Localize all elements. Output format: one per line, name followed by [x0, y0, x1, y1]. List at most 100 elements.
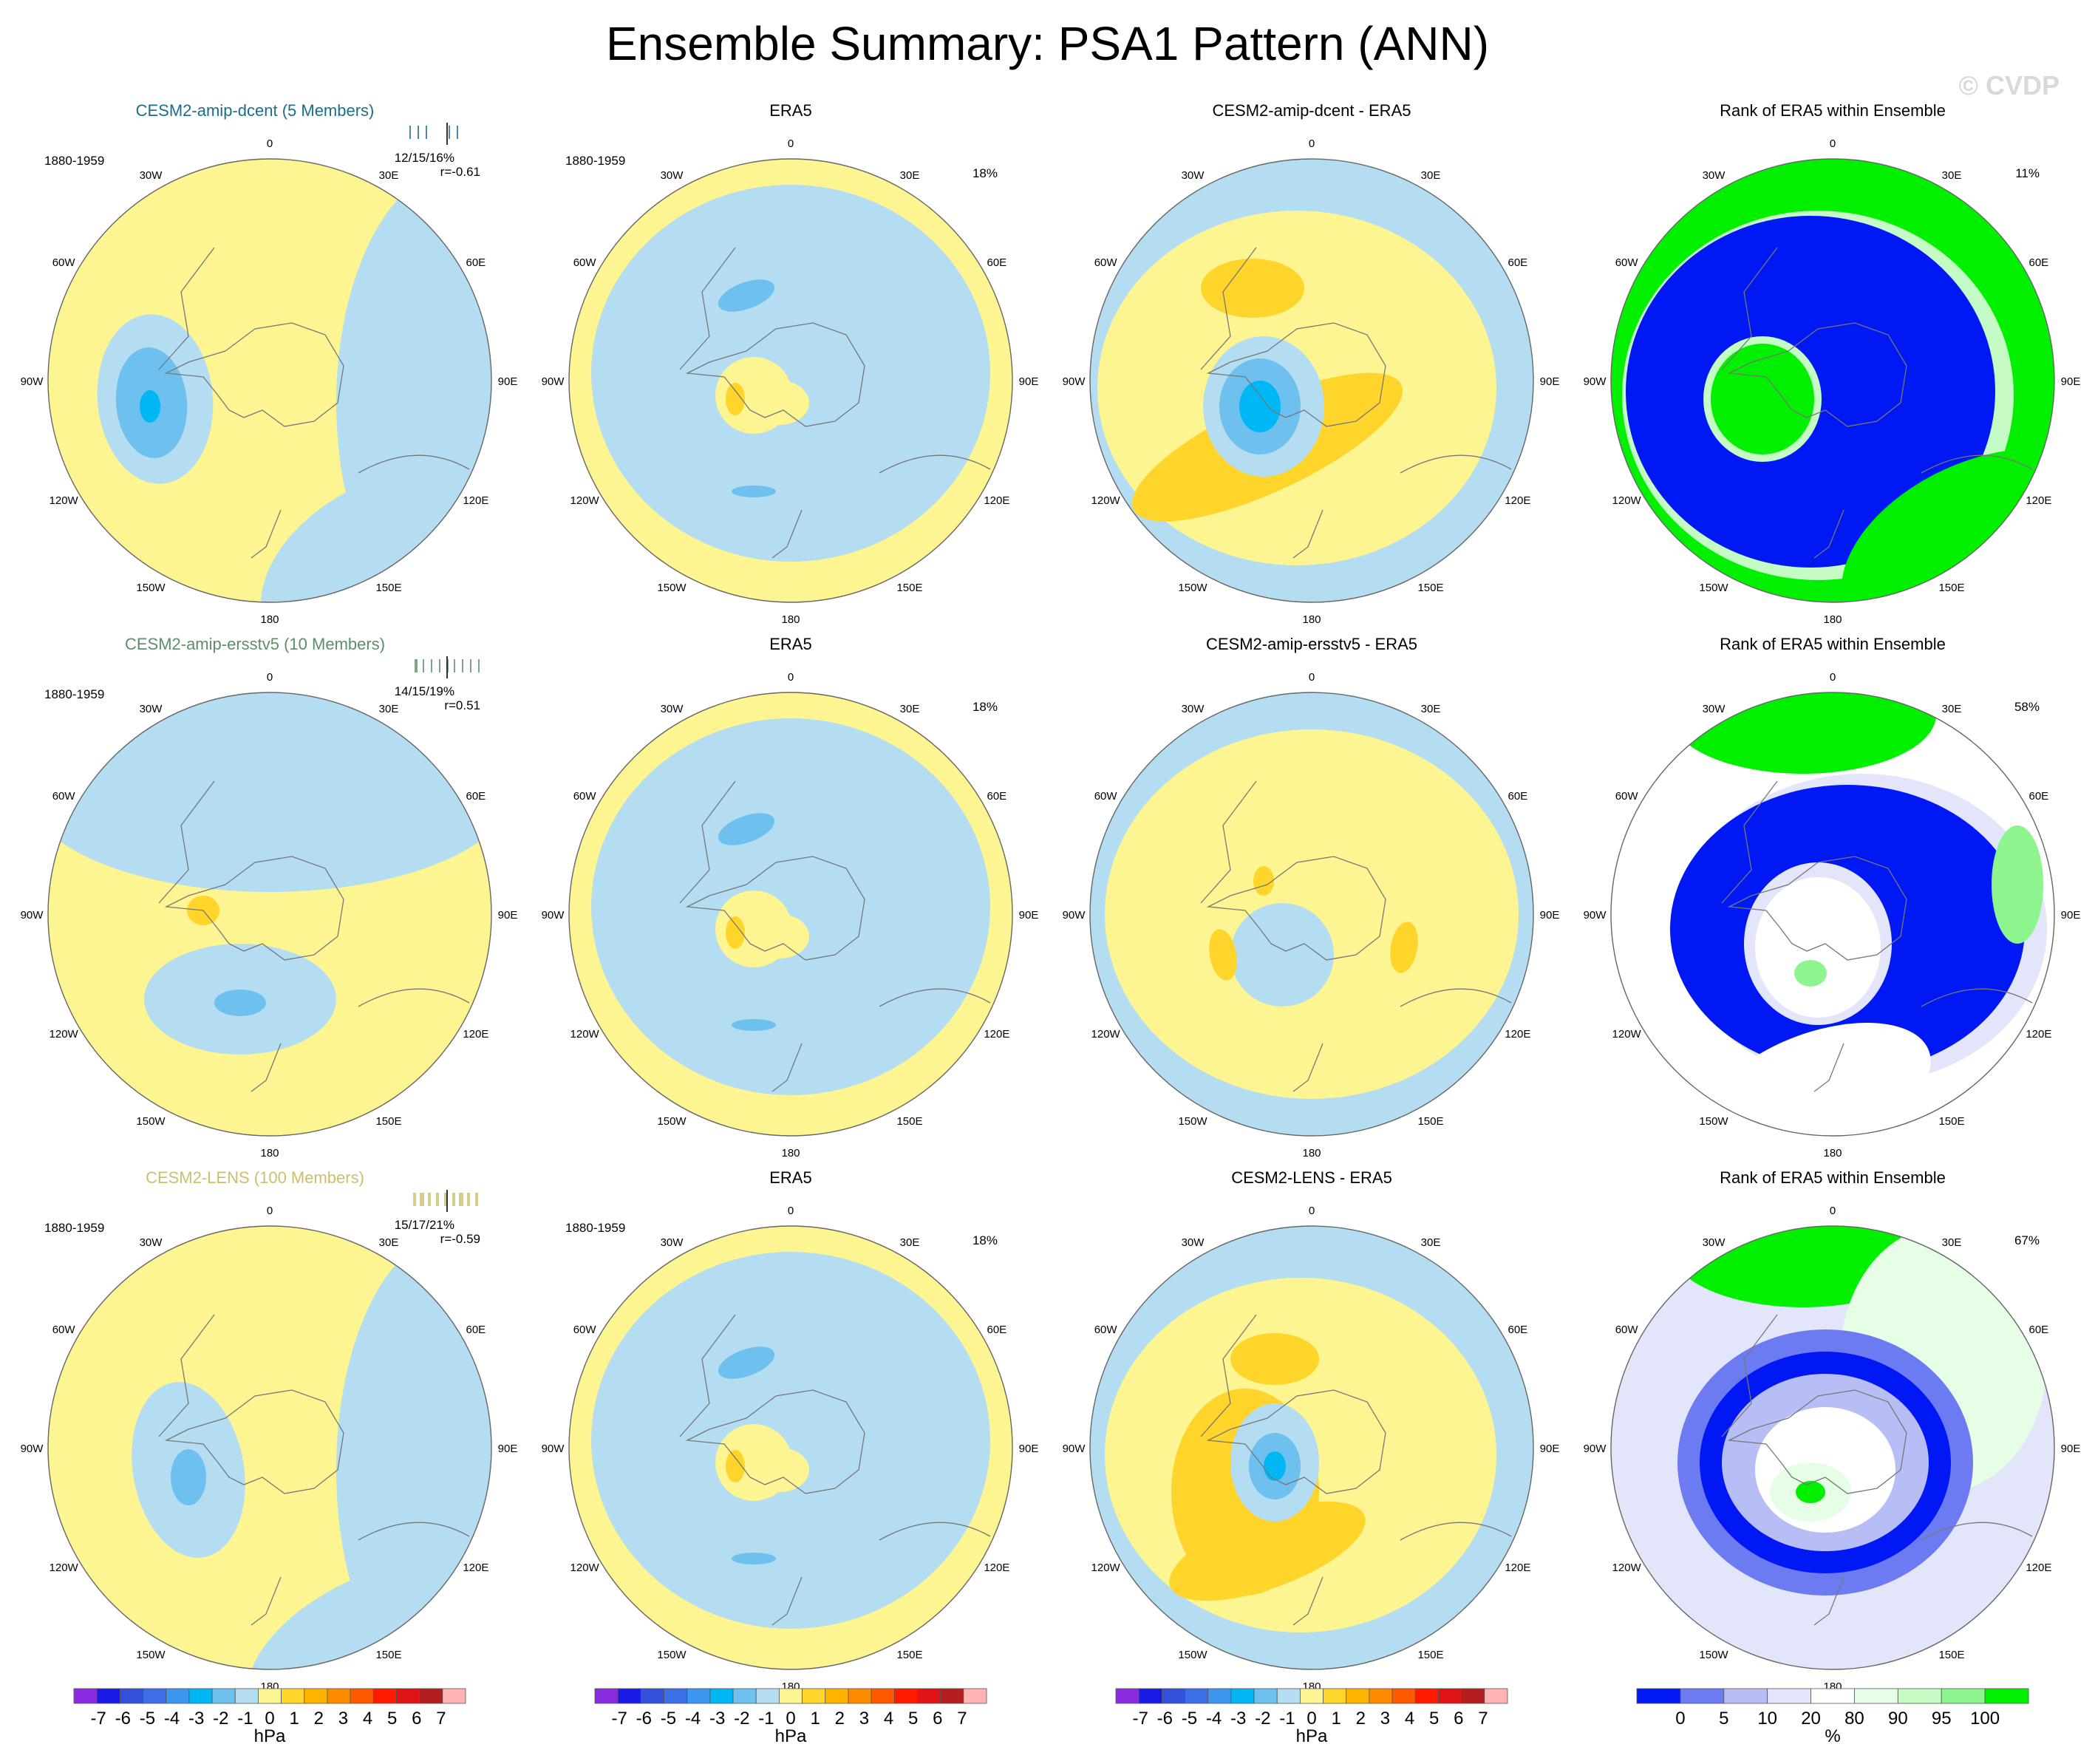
negative-region	[732, 1019, 776, 1031]
model-panel: CESM2-amip-dcent (5 Members) 1880-1959 12/…	[21, 101, 518, 626]
colorbar-tick-label: 2	[835, 1709, 845, 1729]
colorbar-tick-label: -3	[188, 1709, 204, 1729]
colorbar-box	[617, 1688, 641, 1704]
longitude-label: 30E	[379, 169, 399, 182]
colorbar-tick-label: -5	[140, 1709, 155, 1729]
longitude-label: 30E	[1421, 703, 1441, 715]
negative-region	[1239, 381, 1281, 432]
longitude-label: 120E	[984, 494, 1009, 507]
colorbar-tick-label: -4	[1206, 1709, 1222, 1729]
map-border	[568, 158, 1013, 603]
longitude-label: 30W	[140, 169, 163, 182]
negative-region	[214, 990, 266, 1016]
longitude-label: 120W	[570, 1028, 600, 1041]
longitude-label: 150E	[896, 582, 922, 594]
map-field	[48, 1226, 491, 1669]
positive-region	[750, 914, 809, 958]
longitude-label: 120E	[1505, 494, 1530, 507]
australia-coastline	[1400, 988, 1512, 1007]
colorbar-tick-label: 100	[1970, 1709, 2000, 1729]
south-america-coastline	[158, 1314, 215, 1437]
colorbar-tick-label: -7	[90, 1709, 106, 1729]
longitude-label: 150W	[657, 582, 687, 594]
negative-region	[591, 1252, 990, 1629]
map-border	[47, 1225, 492, 1670]
rank-pct: 11%	[2015, 166, 2040, 180]
colorbar-rank: 0 5 10 20 80 90 95 100%	[1636, 1688, 2029, 1746]
longitude-label: 60E	[466, 256, 486, 269]
colorbar-tick-label: -1	[237, 1709, 253, 1729]
new-zealand-coastline	[771, 1576, 803, 1626]
map-field	[1090, 692, 1533, 1136]
colorbar-tick-label: 3	[859, 1709, 869, 1729]
rank-panel: Rank of ERA5 within Ensemble 58% 0 30E 60E 90…	[1584, 635, 2081, 1159]
longitude-label: 0	[1830, 1205, 1836, 1217]
antarctica-coastline	[164, 856, 344, 961]
longitude-label: 150W	[136, 1649, 166, 1661]
colorbar-tick-label: 7	[436, 1709, 446, 1729]
rank-region	[1796, 1481, 1825, 1503]
colorbar-box	[1897, 1688, 1942, 1704]
colorbar-tick-label: 0	[265, 1709, 274, 1729]
colorbar-box	[963, 1688, 987, 1704]
longitude-label: 180	[1823, 613, 1842, 626]
longitude-label: 60E	[987, 1324, 1007, 1336]
longitude-label: 120E	[2026, 494, 2051, 507]
longitude-label: 60E	[2029, 790, 2049, 803]
pattern-stats: 14/15/19%	[395, 684, 454, 698]
colorbar-box	[1810, 1688, 1855, 1704]
longitude-label: 0	[1830, 671, 1836, 684]
longitude-label: 30W	[1182, 703, 1205, 715]
colorbar-tick-label: 4	[884, 1709, 893, 1729]
longitude-label: 90E	[1540, 375, 1560, 388]
longitude-label: 90W	[1063, 375, 1086, 388]
longitude-label: 150E	[1417, 1115, 1443, 1128]
obs-panel: ERA5 18% 0 30E 60E 90E 120E 150E 180 150W 120W 90W 6…	[542, 635, 1039, 1159]
antarctica-coastline	[164, 1389, 344, 1494]
colorbar-box	[871, 1688, 895, 1704]
longitude-label: 180	[1302, 1147, 1321, 1159]
antarctica-coastline	[685, 322, 865, 427]
panel-title: CESM2-amip-ersstv5 - ERA5	[1206, 635, 1417, 653]
rank-region	[1670, 692, 1936, 774]
longitude-label: 60W	[1615, 1324, 1639, 1336]
colorbar-unit: hPa	[1296, 1726, 1328, 1746]
colorbar-tick-label: -4	[685, 1709, 701, 1729]
colorbar-box	[1276, 1688, 1301, 1704]
positive-region	[726, 383, 745, 415]
colorbar-tick-label: 0	[1307, 1709, 1316, 1729]
colorbar-box	[825, 1688, 849, 1704]
longitude-label: 150E	[1938, 1649, 1964, 1661]
colorbar-tick-label: 0	[1675, 1709, 1685, 1729]
diff-panel: CESM2-amip-dcent - ERA5 0 30E 60E 90E 120E 150…	[1063, 101, 1560, 626]
rank-panel: Rank of ERA5 within Ensemble 11% 0 30E 60E 90…	[1584, 101, 2081, 626]
map-field	[1090, 159, 1533, 602]
longitude-label: 90E	[498, 1443, 518, 1455]
variance-pct: 18%	[972, 166, 998, 180]
longitude-label: 30W	[140, 703, 163, 715]
rank-region	[1755, 877, 1881, 1018]
longitude-label: 30W	[140, 1236, 163, 1249]
positive-region	[1390, 922, 1418, 973]
longitude-label: 120E	[2026, 1562, 2051, 1574]
colorbar-tick-label: -3	[709, 1709, 725, 1729]
colorbar-tick-label: 6	[1454, 1709, 1463, 1729]
colorbar-box	[893, 1688, 918, 1704]
longitude-label: 30E	[1942, 703, 1962, 715]
colorbar-box	[687, 1688, 711, 1704]
colorbar-box	[594, 1688, 619, 1704]
colorbar-tick-label: 95	[1932, 1709, 1952, 1729]
longitude-label: 30W	[661, 1236, 684, 1249]
colorbar-tick-label: -2	[1255, 1709, 1270, 1729]
longitude-label: 90W	[21, 1443, 44, 1455]
colorbar-tick-label: 1	[1331, 1709, 1341, 1729]
negative-region	[48, 692, 491, 892]
antarctica-coastline	[1727, 322, 1907, 427]
negative-region	[171, 1449, 206, 1505]
longitude-label: 120W	[1612, 1028, 1642, 1041]
colorbar-box	[779, 1688, 803, 1704]
australia-coastline	[358, 988, 470, 1007]
rank-field	[1611, 1226, 2054, 1669]
australia-coastline	[358, 1522, 470, 1541]
map-border	[1089, 158, 1534, 603]
